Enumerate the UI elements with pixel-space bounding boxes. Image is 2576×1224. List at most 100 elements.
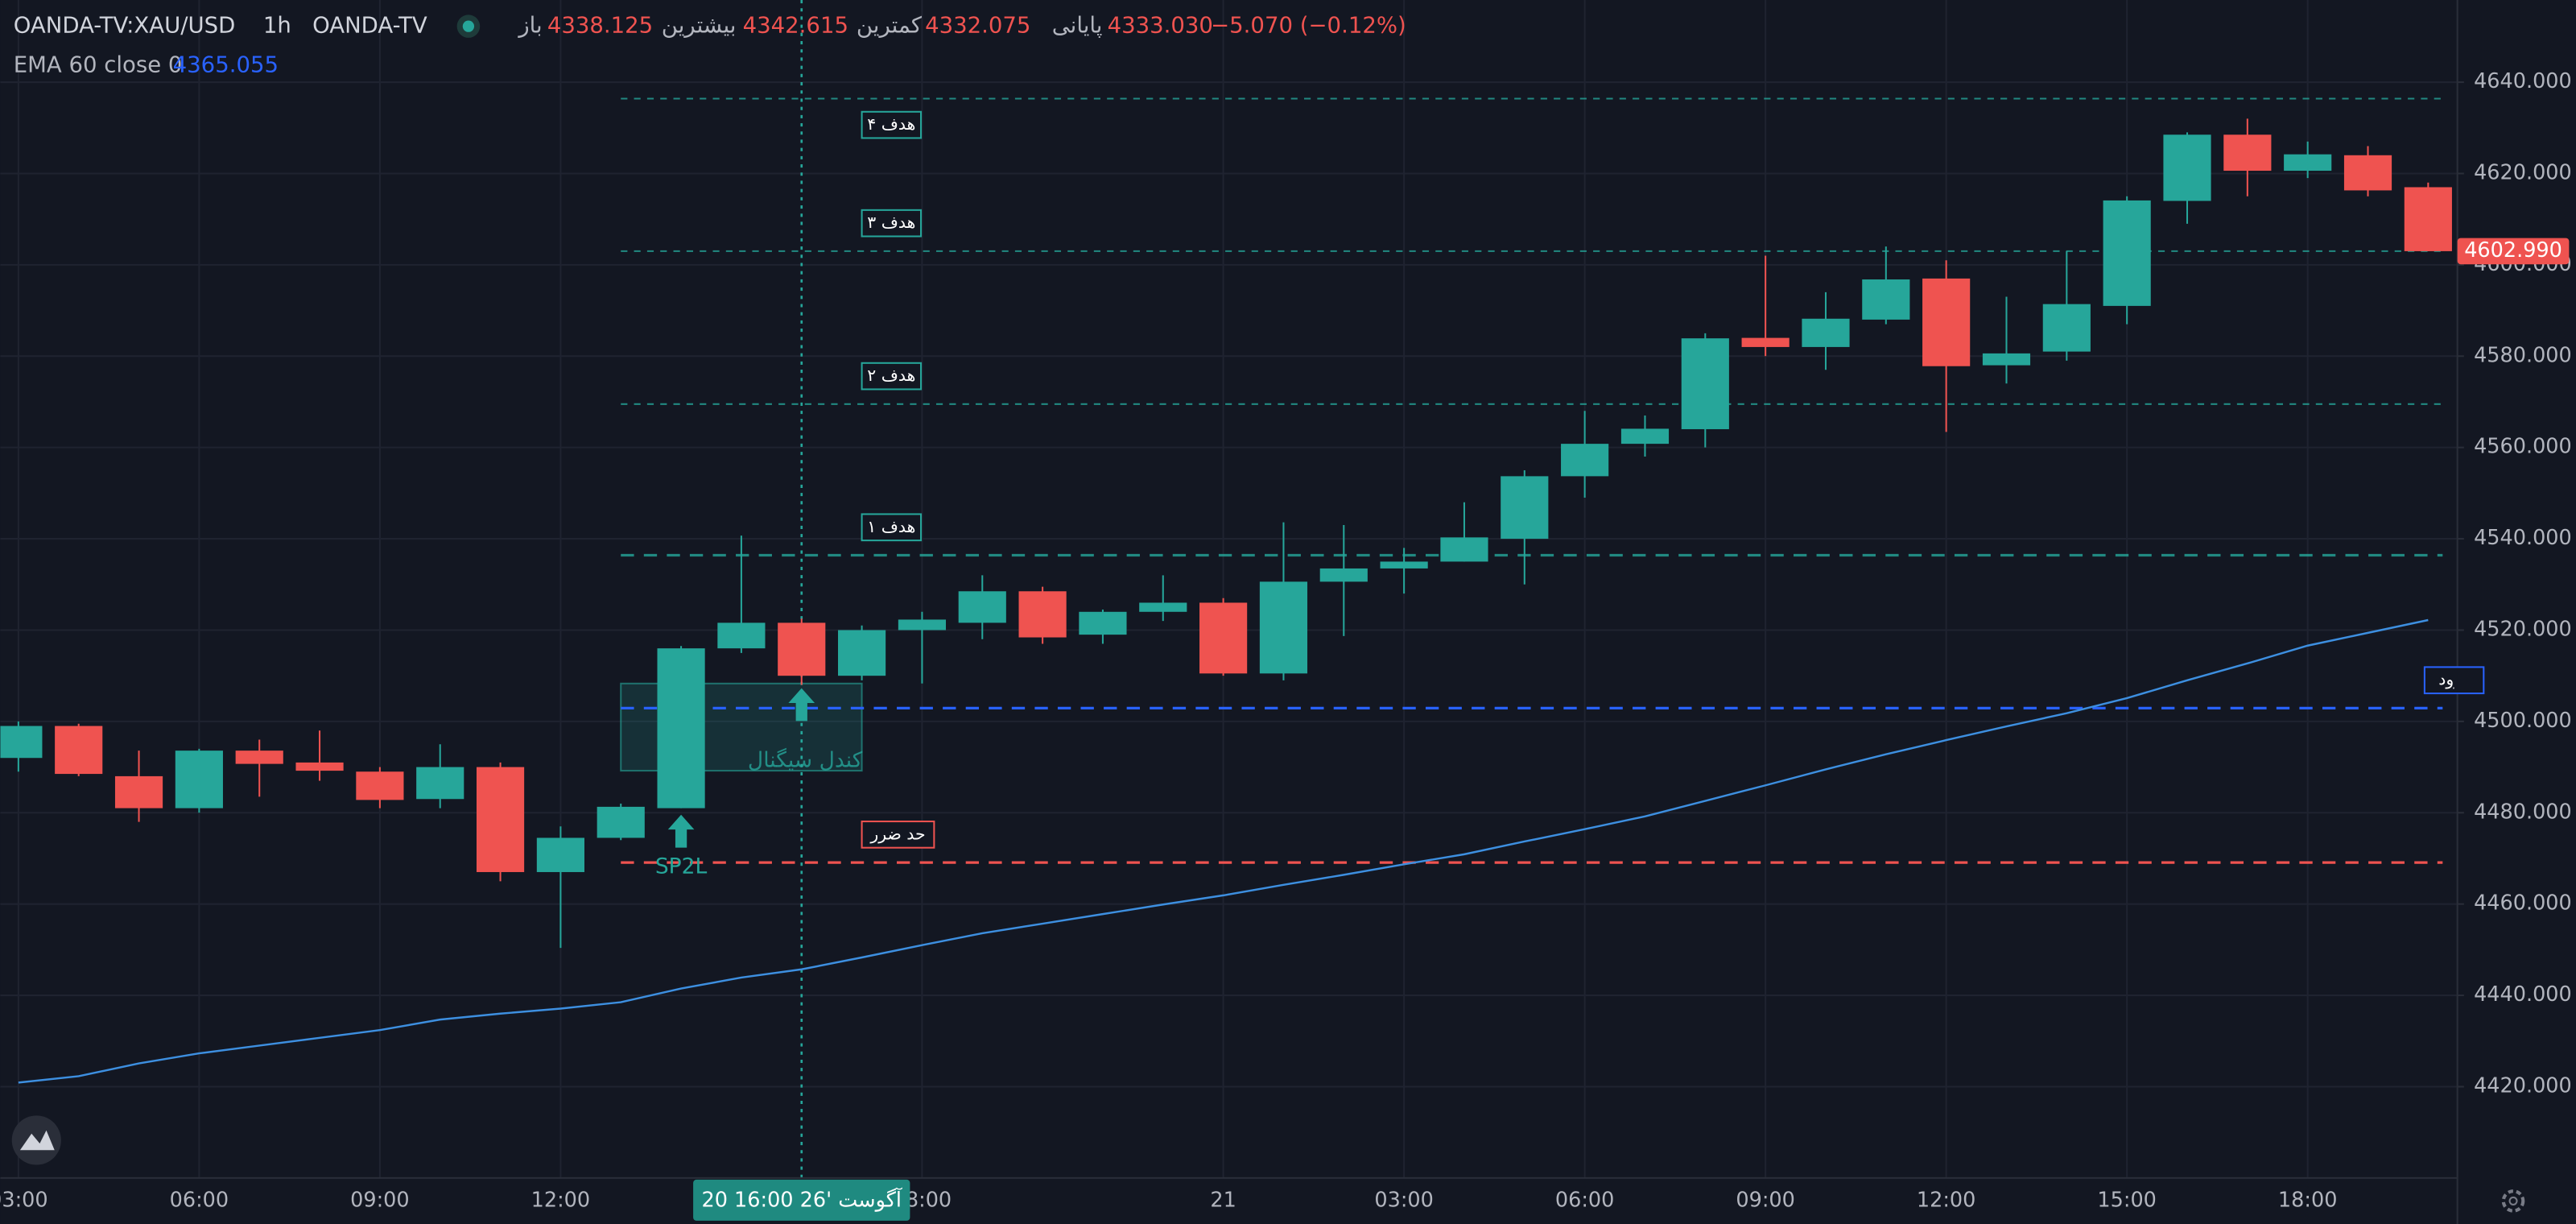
low-label: کمترین — [857, 13, 923, 39]
x-tick-label: 12:00 — [1917, 1188, 1976, 1212]
candle-body — [1681, 338, 1729, 429]
candle-body — [2163, 134, 2211, 201]
level-label-box — [861, 110, 923, 139]
level-label: هدف ۴ — [867, 114, 915, 134]
candle-body — [2343, 155, 2392, 191]
logo[interactable] — [11, 1115, 61, 1165]
logo-icon — [19, 1130, 55, 1151]
y-tick-label: 4440.000 — [2474, 982, 2572, 1007]
y-tick-label: 4460.000 — [2474, 891, 2572, 916]
axes: 4420.000 4440.000 4460.000 4480.000 4500.000… — [0, 69, 2572, 1221]
y-tick-label: 4520.000 — [2474, 617, 2572, 641]
grid — [0, 0, 2458, 1178]
y-tick-label: 4580.000 — [2474, 343, 2572, 367]
candle-body — [1380, 561, 1428, 569]
last-price-box — [2457, 238, 2570, 265]
signal-label: کندل سیگنال — [748, 747, 863, 772]
candle-body — [1922, 278, 1971, 366]
candle-body — [235, 751, 283, 764]
x-tick-label: 18:00 — [2278, 1188, 2338, 1212]
y-tick-label: 4620.000 — [2474, 160, 2572, 184]
symbol[interactable]: OANDA-TV:XAU/USD — [14, 13, 236, 39]
legend: OANDA-TV:XAU/USD 1h OANDA-TV باز 4338.12… — [14, 13, 1406, 78]
candle-body — [2223, 134, 2272, 172]
candle-body — [1440, 537, 1488, 562]
open-label: باز — [517, 13, 542, 39]
candle-body — [1620, 428, 1670, 445]
low-value: 4332.075 — [925, 13, 1030, 39]
crosshair-time-box — [693, 1179, 910, 1221]
level-label-box — [2423, 666, 2485, 695]
x-tick-label: 09:00 — [1736, 1188, 1795, 1212]
candle-body — [2103, 200, 2151, 306]
level-label: هدف ۱ — [867, 517, 915, 536]
level-label: حد ضرر — [869, 824, 925, 843]
candle-body — [2042, 304, 2091, 352]
candle-body — [1018, 591, 1067, 638]
candle-body — [1259, 581, 1308, 674]
status-dot-inner — [462, 20, 475, 32]
y-tick-label: 4540.000 — [2474, 526, 2572, 550]
candle-body — [356, 771, 404, 800]
last-price-label: 4602.990 — [2464, 238, 2562, 263]
candle-body — [175, 751, 223, 808]
candle-body — [717, 622, 766, 649]
candle-body — [778, 622, 826, 676]
candle-body — [1501, 476, 1549, 540]
x-tick-label: 06:00 — [1555, 1188, 1614, 1212]
source: OANDA-TV — [312, 13, 427, 39]
y-tick-label: 4500.000 — [2474, 709, 2572, 733]
candle-body — [114, 775, 163, 808]
level-label: ورود — [2438, 670, 2470, 689]
close-label: پایانی — [1052, 13, 1103, 39]
signal-arrow — [667, 814, 695, 848]
open-value: 4338.125 — [547, 13, 653, 39]
y-tick-label: 4640.000 — [2474, 69, 2572, 93]
y-tick-label: 4420.000 — [2474, 1073, 2572, 1098]
candle-body — [0, 726, 43, 759]
close-value: 4333.030 — [1108, 13, 1213, 39]
change-value: −5.070 (−0.12%) — [1211, 13, 1406, 39]
level-label: هدف ۳ — [867, 213, 915, 232]
candle-body — [958, 591, 1006, 623]
candle-body — [1741, 337, 1790, 347]
settings-gear[interactable] — [2501, 1189, 2525, 1213]
ema-name[interactable]: EMA 60 close 0 — [14, 52, 183, 78]
ema-value: 4365.055 — [173, 52, 279, 78]
candle-body — [597, 806, 645, 838]
candle-body — [2284, 154, 2332, 172]
plot-area: هدف ۴ هدف ۳ هدف ۲ هدف ۱ حد ضرر کندل سیگنال SP2… — [0, 0, 2452, 1178]
interval[interactable]: 1h — [263, 13, 291, 39]
candle-body — [2404, 187, 2452, 251]
high-value: 4342.615 — [743, 13, 848, 39]
x-tick-label: 15:00 — [2097, 1188, 2157, 1212]
level-label-box — [861, 513, 923, 542]
level-label-box — [861, 209, 923, 238]
candle-body — [657, 648, 705, 808]
x-tick-label: 03:00 — [0, 1188, 48, 1212]
x-tick-label: 21 — [1210, 1188, 1236, 1212]
candle-body — [1139, 602, 1187, 612]
candle-body — [295, 762, 344, 771]
level-label: هدف ۲ — [867, 366, 915, 385]
ema-line — [18, 618, 2429, 1084]
candle-body — [1862, 279, 1910, 320]
candle-body — [1802, 318, 1850, 347]
crosshair-arrow — [788, 688, 815, 722]
settings[interactable] — [2501, 1189, 2525, 1213]
x-tick-label: 06:00 — [170, 1188, 229, 1212]
candle-body — [1319, 568, 1368, 582]
x-tick-label: 09:00 — [350, 1188, 410, 1212]
x-tick-label: 03:00 — [1374, 1188, 1434, 1212]
candle-body — [838, 630, 886, 676]
x-tick-label: 12:00 — [531, 1188, 591, 1212]
candle-body — [1199, 602, 1248, 674]
crosshair-time-label: 20 آگوست '26 16:00 — [701, 1187, 902, 1212]
candle-body — [416, 767, 464, 800]
candle-body — [1561, 444, 1609, 477]
candle-body — [1982, 353, 2031, 366]
level-label-box — [861, 362, 923, 391]
candle-body — [536, 837, 584, 872]
